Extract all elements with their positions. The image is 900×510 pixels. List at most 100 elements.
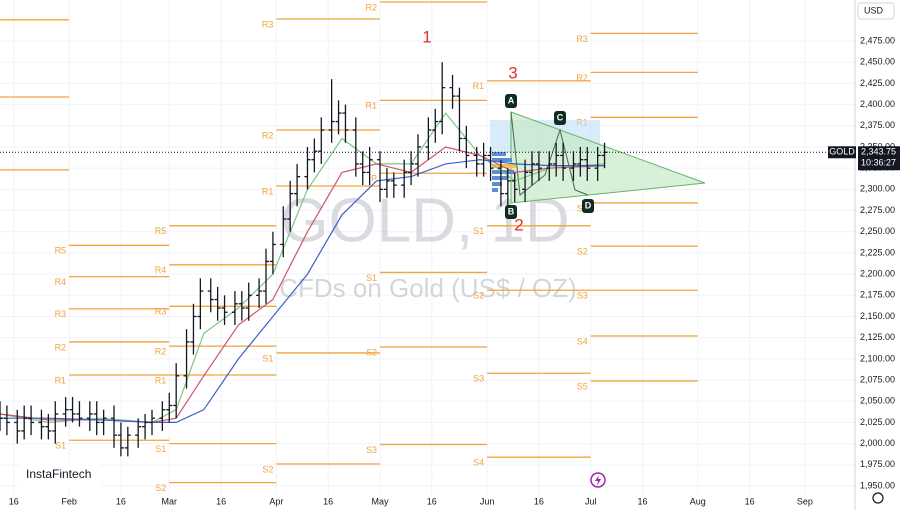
pivot-label: P bbox=[371, 174, 377, 184]
pivot-label: R2 bbox=[55, 342, 67, 352]
pivot-label: R3 bbox=[55, 309, 67, 319]
pivot-label: R1 bbox=[473, 81, 485, 91]
x-tick-label: Mar bbox=[162, 496, 178, 506]
y-tick-label: 2,475.00 bbox=[860, 35, 895, 45]
x-tick-label: Sep bbox=[797, 496, 813, 506]
pivot-label: S2 bbox=[366, 347, 377, 357]
x-tick-label: 16 bbox=[745, 496, 755, 506]
x-tick-label: Jun bbox=[480, 496, 495, 506]
x-tick-label: 16 bbox=[116, 496, 126, 506]
y-tick-label: 2,375.00 bbox=[860, 120, 895, 130]
price-axis-bg bbox=[855, 0, 900, 510]
pivot-label: S2 bbox=[155, 483, 166, 493]
pivot-label: S3 bbox=[577, 291, 588, 301]
pivot-label: S5 bbox=[577, 381, 588, 391]
point-label: D bbox=[585, 200, 592, 210]
x-tick-label: Apr bbox=[269, 496, 283, 506]
pivot-label: S2 bbox=[473, 291, 484, 301]
x-tick-label: 16 bbox=[427, 496, 437, 506]
pivot-label: S2 bbox=[577, 247, 588, 257]
pivot-label: R2 bbox=[576, 73, 588, 83]
y-tick-label: 2,225.00 bbox=[860, 247, 895, 257]
y-tick-label: 2,200.00 bbox=[860, 268, 895, 278]
pivot-label: S3 bbox=[366, 445, 377, 455]
y-tick-label: 1,950.00 bbox=[860, 480, 895, 490]
y-tick-label: 2,175.00 bbox=[860, 290, 895, 300]
pivot-label: S3 bbox=[473, 374, 484, 384]
currency[interactable]: USD bbox=[864, 5, 884, 15]
y-tick-label: 2,125.00 bbox=[860, 332, 895, 342]
pivot-label: R1 bbox=[365, 101, 377, 111]
pivot-label: S4 bbox=[473, 458, 484, 468]
y-tick-label: 2,425.00 bbox=[860, 78, 895, 88]
pivot-label: S1 bbox=[366, 273, 377, 283]
y-tick-label: 2,275.00 bbox=[860, 205, 895, 215]
pivot-label: S1 bbox=[473, 226, 484, 236]
x-tick-label: 16 bbox=[9, 496, 19, 506]
watermark-subtitle: CFDs on Gold (US$ / OZ) bbox=[279, 273, 577, 303]
pivot-label: R4 bbox=[55, 277, 67, 287]
pattern bbox=[490, 111, 706, 204]
pivot-label: R5 bbox=[155, 226, 167, 236]
y-tick-label: 1,975.00 bbox=[860, 459, 895, 469]
y-tick-label: 2,150.00 bbox=[860, 311, 895, 321]
x-tick-label: May bbox=[371, 496, 389, 506]
pivot-label: S2 bbox=[262, 464, 273, 474]
pivot-label: R3 bbox=[262, 19, 274, 29]
x-tick-label: 16 bbox=[323, 496, 333, 506]
moving-averages bbox=[0, 112, 605, 424]
pivot-label: R2 bbox=[155, 347, 167, 357]
price-bars bbox=[0, 62, 608, 457]
x-tick-label: Aug bbox=[690, 496, 706, 506]
brand: InstaFintech bbox=[26, 467, 91, 481]
y-tick-label: 2,400.00 bbox=[860, 99, 895, 109]
y-tick-label: 2,100.00 bbox=[860, 353, 895, 363]
pivot-label: R2 bbox=[365, 2, 377, 12]
y-tick-label: 2,050.00 bbox=[860, 396, 895, 406]
y-tick-label: 2,450.00 bbox=[860, 57, 895, 67]
pivot-label: R4 bbox=[155, 265, 167, 275]
point-labels: A B C D bbox=[505, 94, 594, 219]
pivot-label: R1 bbox=[155, 375, 167, 385]
last-price: 2,343.75 bbox=[861, 147, 896, 157]
countdown: 10:36:27 bbox=[861, 158, 896, 168]
point-label: C bbox=[557, 112, 564, 122]
symbol: GOLD bbox=[829, 147, 855, 157]
pivot-label: R3 bbox=[155, 307, 167, 317]
moving-average bbox=[0, 159, 605, 423]
pivot-label: R5 bbox=[55, 246, 67, 256]
pivot-label: S1 bbox=[262, 353, 273, 363]
y-tick-label: 2,075.00 bbox=[860, 374, 895, 384]
brand-box bbox=[20, 462, 100, 488]
x-tick-label: Feb bbox=[61, 496, 77, 506]
currency-button[interactable] bbox=[857, 2, 895, 20]
y-tick-label: 2,250.00 bbox=[860, 226, 895, 236]
y-tick-label: 2,300.00 bbox=[860, 184, 895, 194]
point-label: A bbox=[508, 95, 515, 105]
pivot-label: R1 bbox=[55, 375, 67, 385]
pivots: R5 R4 R3 R2 R1 S1 R5 R4 R3 R2 R1 S1 S2 R3 R2 R1 S1 S2 R2 R1… bbox=[0, 1, 698, 493]
triangle bbox=[510, 111, 706, 204]
time-axis-bg bbox=[0, 495, 855, 510]
annotation: 3 bbox=[508, 63, 517, 82]
x-tick-label: 16 bbox=[216, 496, 226, 506]
pivot-label: S1 bbox=[155, 444, 166, 454]
annotation: 1 bbox=[422, 27, 431, 46]
x-tick-label: 16 bbox=[638, 496, 648, 506]
y-tick-label: 2,025.00 bbox=[860, 417, 895, 427]
x-tick-label: Jul bbox=[585, 496, 597, 506]
pivot-label: S1 bbox=[55, 441, 66, 451]
pivot-label: R2 bbox=[262, 130, 274, 140]
pivot-label: R1 bbox=[262, 186, 274, 196]
x-tick-label: 16 bbox=[534, 496, 544, 506]
events-bolt bbox=[595, 475, 601, 486]
pivot-label: S4 bbox=[577, 336, 588, 346]
grid bbox=[0, 0, 855, 495]
settings-icon[interactable] bbox=[872, 492, 884, 504]
pivot-label: R3 bbox=[576, 34, 588, 44]
symbol-tag bbox=[828, 146, 856, 159]
price-tag-box bbox=[858, 146, 900, 171]
annotation: 2 bbox=[514, 215, 523, 234]
